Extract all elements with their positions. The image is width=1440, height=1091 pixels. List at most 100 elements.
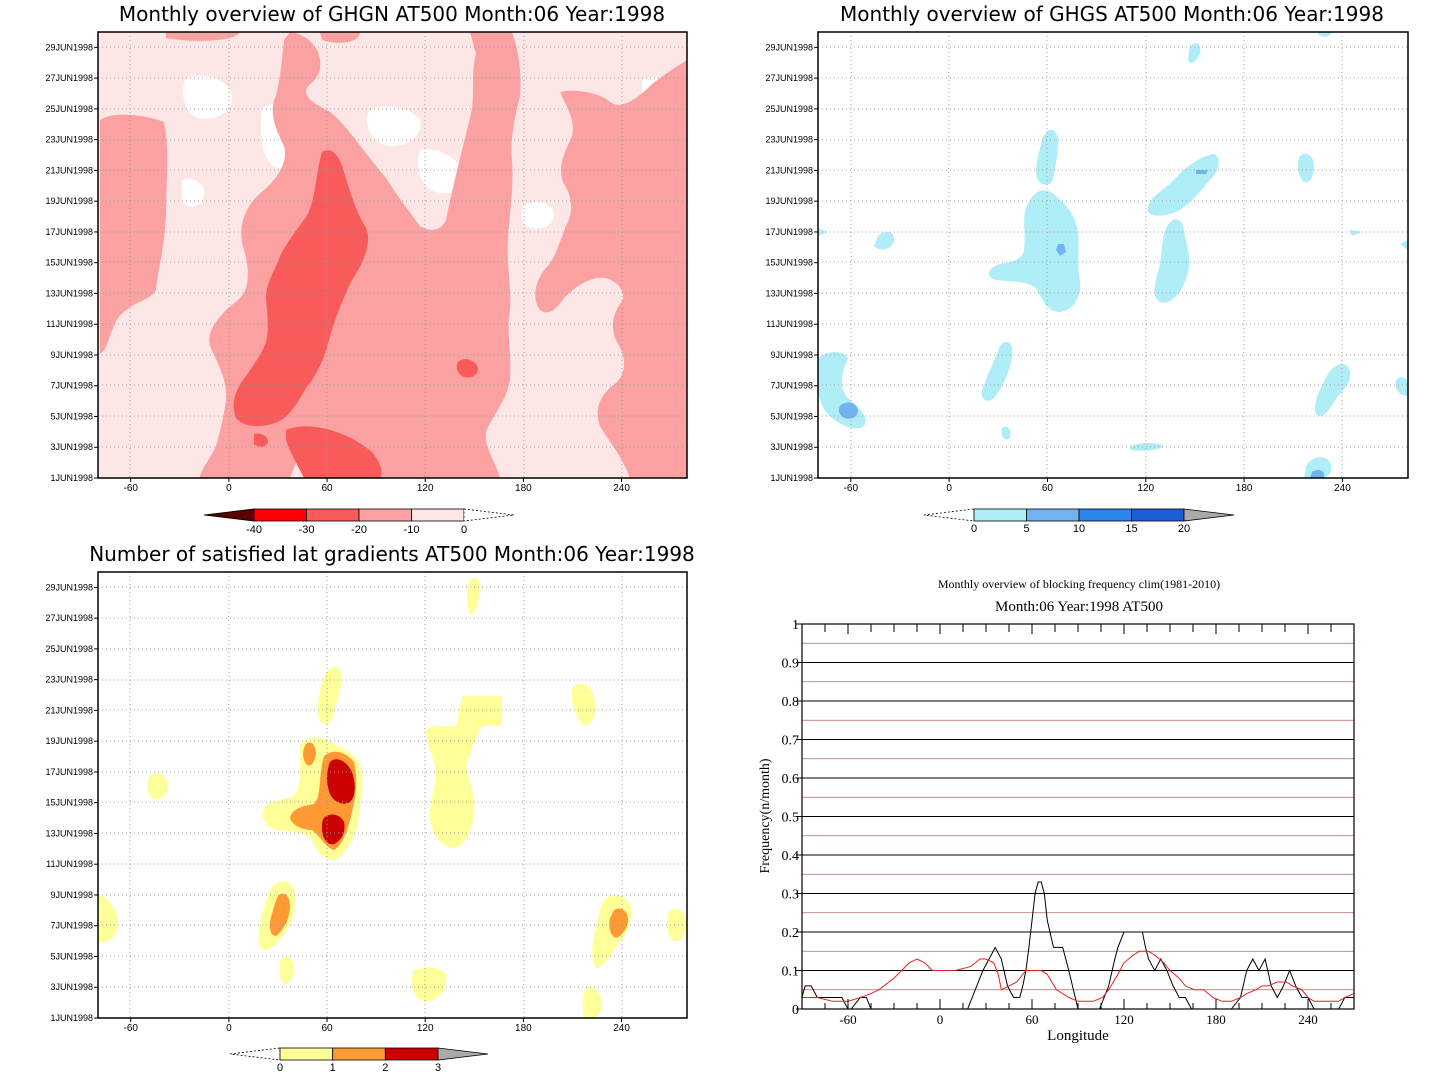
y-tick-label: 5JUN1998 — [770, 411, 813, 421]
colorbar-segment — [279, 1047, 334, 1061]
y-tick-label: 15JUN1998 — [45, 798, 93, 808]
y-tick-label: 5JUN1998 — [50, 411, 93, 421]
x-tick-label: 240 — [1298, 1012, 1318, 1027]
colorbar-segment — [973, 508, 1027, 522]
colorbar-label: 0 — [277, 1062, 283, 1074]
x-tick-label: -60 — [844, 483, 859, 494]
y-tick-label: 21JUN1998 — [765, 165, 813, 175]
colorbar-segment — [332, 1047, 386, 1061]
colorbar-label: -30 — [299, 524, 315, 536]
y-tick-label: 17JUN1998 — [45, 767, 93, 777]
ghgs-colorbar: 0 5 10 15 20 — [923, 508, 1235, 535]
y-tick-label: 11JUN1998 — [766, 319, 813, 329]
y-tick-label: 23JUN1998 — [45, 675, 93, 685]
colorbar-right-arrow — [437, 1047, 489, 1061]
y-tick-label: 29JUN1998 — [45, 582, 93, 592]
y-tick-label: 29JUN1998 — [765, 42, 813, 52]
ghgs-axis-ticks: -60 0 60 120 180 240 1JUN1998 3JUN1998 5JUN1998 7… — [765, 42, 1351, 494]
y-tick-label: 25JUN1998 — [45, 644, 93, 654]
colorbar-label: 1 — [330, 1062, 336, 1074]
colorbar-right-arrow — [1183, 508, 1235, 522]
colorbar-label: 0 — [971, 523, 977, 535]
y-tick-label: 13JUN1998 — [45, 288, 93, 298]
y-tick-label: 1 — [792, 618, 799, 633]
y-tick-label: 1JUN1998 — [50, 473, 93, 483]
y-tick-label: 19JUN1998 — [45, 736, 93, 746]
blocking-subtitle: Month:06 Year:1998 AT500 — [995, 599, 1163, 615]
blocking-axis-ticks: -60 0 60 120 180 240 0 0.1 0.2 0.3 0.4 0.5 0.6 0.7 0.8… — [782, 618, 1355, 1027]
y-tick-label: 29JUN1998 — [45, 42, 93, 52]
x-tick-label: 0 — [946, 483, 952, 494]
colorbar-label: 10 — [1073, 523, 1085, 535]
x-tick-label: 60 — [1042, 483, 1054, 494]
x-tick-label: 240 — [613, 1023, 630, 1034]
x-tick-label: 60 — [321, 1023, 333, 1034]
x-tick-label: 0 — [226, 483, 232, 494]
x-tick-label: 120 — [417, 483, 434, 494]
colorbar-label: 0 — [461, 524, 467, 536]
y-tick-label: 0.1 — [782, 965, 800, 980]
y-tick-label: 7JUN1998 — [50, 381, 93, 391]
x-tick-label: 60 — [321, 483, 333, 494]
colorbar-segment — [358, 508, 412, 522]
y-tick-label: 0.7 — [782, 734, 800, 749]
x-tick-label: 120 — [417, 1023, 434, 1034]
y-tick-label: 25JUN1998 — [765, 104, 813, 114]
lat-gradients-colorbar: 0 1 2 3 — [229, 1047, 489, 1074]
y-tick-label: 11JUN1998 — [46, 319, 93, 329]
y-tick-label: 23JUN1998 — [45, 135, 93, 145]
x-tick-label: 180 — [515, 483, 532, 494]
panel-blocking-frequency: Monthly overview of blocking frequency c… — [758, 577, 1355, 1044]
y-tick-label: 0.2 — [782, 926, 800, 941]
x-tick-label: -60 — [839, 1012, 856, 1027]
panel-lat-gradients: Number of satisfied lat gradients AT500 … — [45, 542, 694, 1074]
y-tick-label: 0 — [792, 1003, 799, 1018]
y-tick-label: 17JUN1998 — [765, 227, 813, 237]
colorbar-label: -10 — [404, 524, 420, 536]
y-tick-label: 9JUN1998 — [50, 350, 93, 360]
y-tick-label: 0.4 — [782, 849, 800, 864]
y-tick-label: 0.3 — [782, 888, 800, 903]
y-tick-label: 5JUN1998 — [50, 951, 93, 961]
panel-ghgs: Monthly overview of GHGS AT500 Month:06 … — [765, 2, 1409, 535]
colorbar-segment — [411, 508, 465, 522]
x-tick-label: 180 — [1206, 1012, 1226, 1027]
ghgn-axis-ticks: -60 0 60 120 180 240 1JUN1998 3JUN1998 5JUN1998 7… — [45, 42, 630, 494]
x-tick-label: 240 — [1334, 483, 1351, 494]
panel-ghgs-title: Monthly overview of GHGS AT500 Month:06 … — [840, 2, 1384, 26]
lat-gradients-axis-ticks: -60 0 60 120 180 240 1JUN1998 3JUN1998 5JUN1998 7… — [45, 582, 630, 1034]
colorbar-label: 3 — [435, 1062, 441, 1074]
y-tick-label: 15JUN1998 — [45, 258, 93, 268]
colorbar-right-arrow — [463, 508, 515, 522]
colorbar-left-arrow — [229, 1047, 281, 1061]
y-tick-label: 3JUN1998 — [50, 982, 93, 992]
y-tick-label: 27JUN1998 — [765, 73, 813, 83]
colorbar-segment — [1078, 508, 1132, 522]
colorbar-segment — [1131, 508, 1185, 522]
y-tick-label: 7JUN1998 — [770, 381, 813, 391]
y-tick-label: 23JUN1998 — [765, 135, 813, 145]
ghgs-field — [818, 32, 1408, 478]
y-tick-label: 21JUN1998 — [45, 165, 93, 175]
lat-gradients-frame — [97, 571, 688, 1019]
y-tick-label: 19JUN1998 — [45, 196, 93, 206]
y-tick-label: 15JUN1998 — [765, 258, 813, 268]
y-tick-label: 3JUN1998 — [770, 442, 813, 452]
y-tick-label: 17JUN1998 — [45, 227, 93, 237]
climatology-frequency-line — [802, 950, 1355, 1002]
panel-ghgn-title: Monthly overview of GHGN AT500 Month:06 … — [119, 2, 665, 26]
colorbar-segment — [1026, 508, 1080, 522]
y-tick-label: 7JUN1998 — [50, 921, 93, 931]
x-tick-label: 180 — [1236, 483, 1253, 494]
colorbar-label: -40 — [246, 524, 262, 536]
ghgs-frame — [817, 31, 1409, 479]
panel-lat-gradients-title: Number of satisfied lat gradients AT500 … — [89, 542, 695, 566]
y-tick-label: 21JUN1998 — [45, 705, 93, 715]
colorbar-label: -20 — [351, 524, 367, 536]
y-tick-label: 0.5 — [782, 811, 800, 826]
y-tick-label: 25JUN1998 — [45, 104, 93, 114]
blocking-grid — [802, 642, 1354, 991]
colorbar-label: 2 — [382, 1062, 388, 1074]
x-tick-label: 120 — [1137, 483, 1154, 494]
